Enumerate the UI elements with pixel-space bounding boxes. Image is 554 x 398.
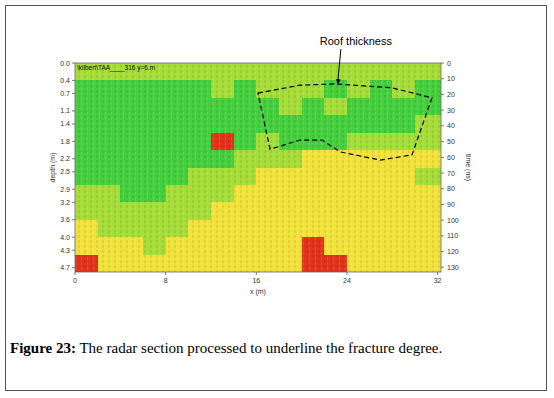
y-tick-label: 4.0 [60, 234, 70, 241]
y2-tick-label: 60 [447, 154, 455, 161]
x-axis-title: x (m) [250, 288, 266, 296]
y-tick [72, 171, 75, 172]
y-tick [72, 158, 75, 159]
texture-overlay [75, 63, 441, 272]
y2-axis-title: time (ns) [464, 154, 472, 181]
y-tick [72, 219, 75, 220]
y-tick-label: 2.2 [60, 155, 70, 162]
y2-tick-label: 120 [447, 248, 459, 255]
y-tick-label: 0.0 [60, 60, 70, 67]
y2-tick-label: 70 [447, 170, 455, 177]
y-tick-label: 4.7 [60, 264, 70, 271]
y-tick-label: 1.1 [60, 107, 70, 114]
y2-tick [441, 220, 444, 221]
chart: 0.0 0.4 0.7 1.1 1.4 1.8 2.2 2.5 2.9 3.2 3.6 4.0 4.3 4… [0, 0, 554, 330]
y-tick-label: 1.4 [60, 120, 70, 127]
x-tick [437, 272, 438, 275]
y2-tick-label: 30 [447, 107, 455, 114]
x-tick [346, 272, 347, 275]
annotation-arrow [338, 49, 341, 81]
x-tick [165, 272, 166, 275]
y-tick-label: 0.7 [60, 90, 70, 97]
x-tick-label: 0 [73, 277, 77, 284]
y-tick-label: 1.8 [60, 138, 70, 145]
y2-tick [441, 235, 444, 236]
y2-tick [441, 173, 444, 174]
y-tick [72, 250, 75, 251]
x-tick [75, 272, 76, 275]
y-tick [72, 237, 75, 238]
y-tick [72, 141, 75, 142]
y2-tick-label: 80 [447, 185, 455, 192]
y-tick [72, 93, 75, 94]
y2-tick [441, 94, 444, 95]
y2-tick-label: 0 [447, 60, 451, 67]
y-tick [72, 80, 75, 81]
cells [75, 63, 441, 272]
y-axis-title: depth (m) [49, 153, 57, 183]
y-tick-label: 3.6 [60, 216, 70, 223]
annotation-text: Roof thickness [320, 35, 393, 47]
y2-tick-label: 10 [447, 75, 455, 82]
caption-label: Figure 23: [10, 340, 76, 356]
y2-tick [441, 267, 444, 268]
y2-tick [441, 204, 444, 205]
y-tick-label: 2.5 [60, 168, 70, 175]
y2-tick-label: 40 [447, 122, 455, 129]
y-tick [72, 63, 75, 64]
y2-tick [441, 141, 444, 142]
y-tick [72, 189, 75, 190]
caption-text: The radar section processed to underline… [79, 340, 442, 356]
y-tick-label: 3.2 [60, 199, 70, 206]
y-tick-label: 4.3 [60, 247, 70, 254]
y2-tick-label: 100 [447, 217, 459, 224]
y2-tick-label: 50 [447, 138, 455, 145]
y2-tick [441, 63, 444, 64]
x-tick-label: 8 [164, 277, 168, 284]
y2-tick [441, 110, 444, 111]
caption: Figure 23: The radar section processed t… [10, 338, 542, 358]
y2-tick [441, 125, 444, 126]
y2-tick [441, 157, 444, 158]
y-tick [72, 267, 75, 268]
y2-tick-label: 110 [447, 232, 458, 239]
x-tick-label: 32 [434, 277, 442, 284]
x-tick-label: 24 [343, 277, 351, 284]
y2-tick [441, 251, 444, 252]
y2-tick-label: 90 [447, 201, 455, 208]
y-tick [72, 123, 75, 124]
plot-frame [75, 63, 441, 272]
y2-tick [441, 188, 444, 189]
x-tick [256, 272, 257, 275]
y-tick-label: 2.9 [60, 186, 70, 193]
roof-outline [258, 84, 432, 160]
y2-tick-label: 20 [447, 91, 455, 98]
y2-tick [441, 78, 444, 79]
y-tick [72, 110, 75, 111]
y-tick-label: 0.4 [60, 77, 70, 84]
chart-title: \kilbert\TAA____316 y=6.m [77, 64, 155, 72]
y2-tick-label: 130 [447, 264, 459, 271]
annotation-arrowhead [336, 79, 341, 85]
y-tick [72, 202, 75, 203]
x-tick-label: 16 [252, 277, 260, 284]
